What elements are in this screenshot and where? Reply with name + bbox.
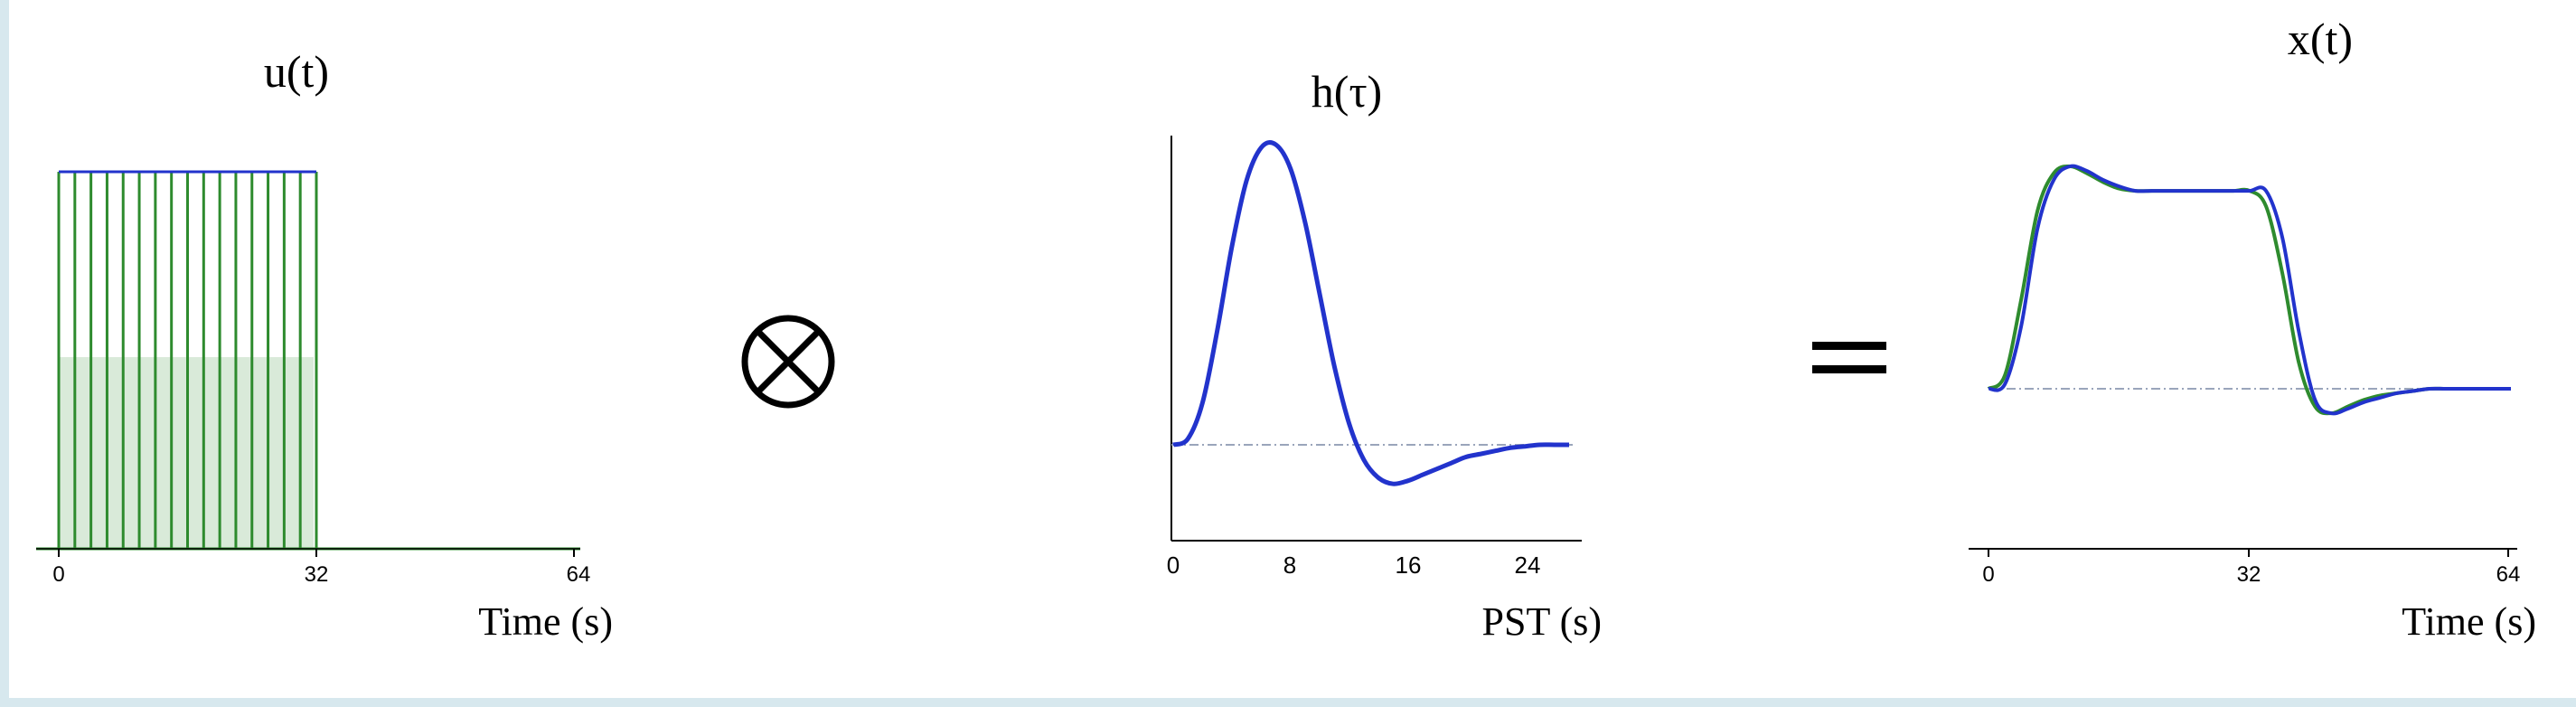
panel-input: u(t) 0 32 64 Time (s) (36, 46, 613, 644)
input-tick-label: 0 (52, 562, 64, 587)
input-title: u(t) (264, 46, 329, 97)
hrf-tick-label: 16 (1396, 551, 1422, 579)
output-tick-label: 32 (2237, 562, 2261, 587)
equals-operator (1812, 342, 1886, 373)
stimulus-bars (57, 172, 318, 549)
hrf-tick-label: 24 (1515, 551, 1541, 579)
output-curve-blue (1988, 164, 2511, 416)
output-tick-label: 64 (2496, 562, 2521, 587)
hrf-x-label: PST (s) (1482, 599, 1602, 644)
input-tick-label: 64 (567, 562, 591, 587)
panel-output: x(t) 0 32 64 Time (s) (1969, 14, 2536, 644)
output-title: x(t) (2288, 14, 2353, 64)
output-x-label: Time (s) (2402, 599, 2536, 644)
convolution-diagram: u(t) 0 32 64 Time (s) h(τ) 0 8 16 24 PST… (36, 14, 2536, 644)
convolution-operator (741, 315, 835, 409)
input-x-label: Time (s) (478, 599, 613, 644)
output-tick-label: 0 (1982, 562, 1994, 587)
equals-bar-top (1812, 342, 1886, 350)
hrf-curve (1172, 140, 1569, 486)
input-tick-label: 32 (305, 562, 329, 587)
equals-bar-bottom (1812, 365, 1886, 373)
hrf-tick-label: 8 (1283, 551, 1296, 579)
hrf-tick-label: 0 (1167, 551, 1180, 579)
panel-hrf: h(τ) 0 8 16 24 PST (s) (1167, 66, 1602, 644)
figure-canvas: u(t) 0 32 64 Time (s) h(τ) 0 8 16 24 PST… (9, 0, 2576, 698)
hrf-title: h(τ) (1312, 66, 1382, 117)
output-curve-green (1987, 164, 2511, 416)
circled-times-icon (741, 315, 835, 409)
